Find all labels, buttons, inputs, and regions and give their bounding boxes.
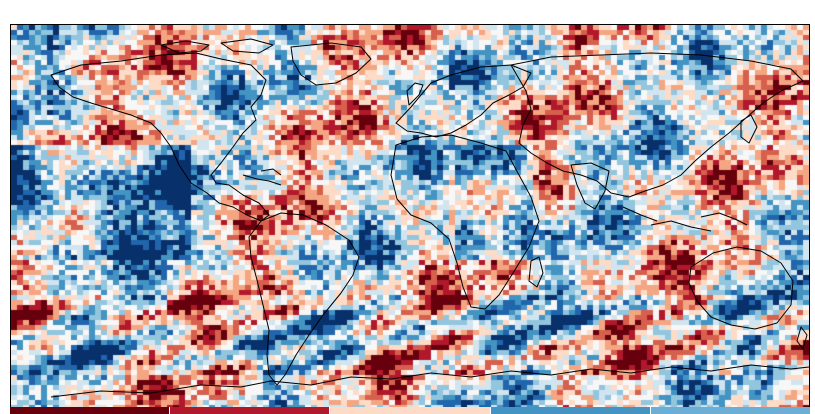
coastline-caribbean [242,168,282,186]
coastline-africa [390,134,540,310]
coastlines [50,38,809,398]
coastline-new-zealand [796,326,808,350]
colorbar [10,407,811,414]
coastline-south-america [248,212,360,386]
coastline-australia [688,246,794,330]
colorbar-segment [169,407,330,414]
coastline-india [570,162,610,210]
coastline-greenland [290,42,372,86]
coastline-antarctica [50,364,809,398]
coastline-madagascar [528,256,544,288]
coastline-arctic-islands [160,38,274,54]
colorbar-segment [10,407,170,414]
coastline-north-america [50,52,270,222]
colorbar-segment [329,407,490,414]
colorbar-segment [489,407,650,414]
coastline-asia [510,52,804,198]
coastline-japan [740,114,758,144]
map-panel [10,24,810,408]
coastline-europe [395,64,532,138]
colorbar-segment [649,407,811,414]
coastline-indonesia [622,206,748,232]
